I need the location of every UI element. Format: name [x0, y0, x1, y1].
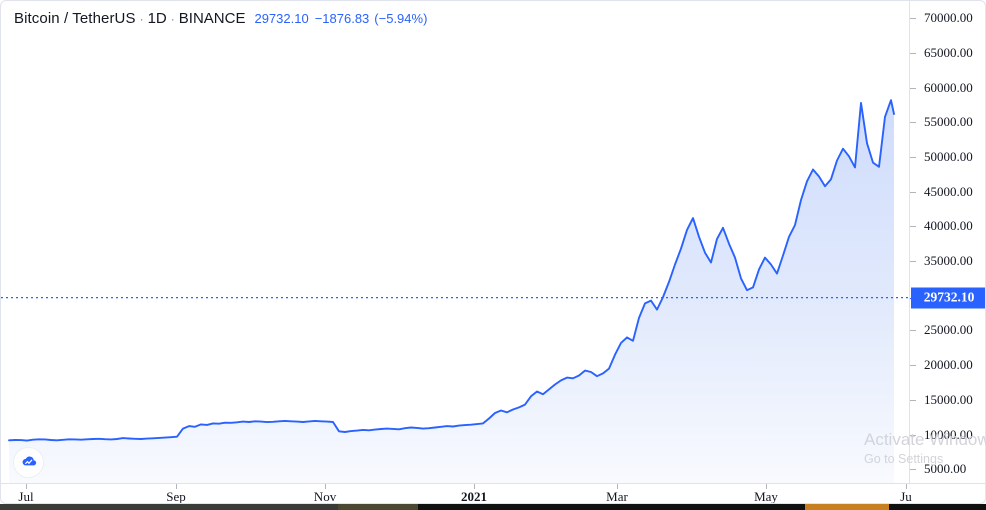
- cloud-chart-icon: [22, 456, 37, 466]
- price-axis[interactable]: 70000.00 65000.00 60000.00 55000.00 50000.00…: [909, 1, 985, 483]
- price-area-chart: [1, 99, 909, 483]
- legend-separator-1: ·: [139, 12, 144, 26]
- price-axis-label: 40000.00: [924, 218, 973, 234]
- legend-separator-2: ·: [170, 12, 175, 26]
- time-axis[interactable]: Jul Sep Nov 2021 Mar May Ju: [1, 483, 985, 504]
- price-tick: [910, 330, 916, 332]
- taskbar-segment-mid: [418, 504, 805, 510]
- legend-last-price: 29732.10: [254, 11, 309, 26]
- taskbar-strip[interactable]: [0, 504, 986, 510]
- price-tick: [910, 53, 916, 54]
- time-tick: [176, 484, 177, 489]
- time-axis-label: Jul: [18, 489, 34, 504]
- legend-interval[interactable]: 1D: [147, 10, 167, 27]
- time-tick: [26, 484, 27, 489]
- taskbar-segment-left: [0, 504, 338, 510]
- price-tick: [910, 157, 916, 158]
- price-tick: [910, 87, 916, 89]
- time-tick: [766, 484, 767, 489]
- time-axis-label: Sep: [166, 489, 186, 504]
- taskbar-active-app[interactable]: [805, 504, 889, 510]
- tradingview-logo-icon[interactable]: [13, 447, 44, 478]
- time-axis-label: Ju: [900, 489, 912, 504]
- series-area-fill: [9, 100, 894, 483]
- plot-area[interactable]: [1, 1, 909, 483]
- price-axis-label: 5000.00: [924, 461, 967, 477]
- chart-legend[interactable]: Bitcoin / TetherUS · 1D · BINANCE 29732.…: [14, 10, 427, 27]
- legend-change-absolute: −1876.83: [314, 11, 370, 26]
- price-axis-label: 60000.00: [924, 79, 973, 95]
- time-axis-label: 2021: [461, 489, 487, 504]
- price-tick: [910, 434, 916, 436]
- price-axis-label: 10000.00: [924, 426, 973, 442]
- time-tick: [906, 484, 907, 489]
- current-price-tick: [910, 297, 915, 299]
- price-tick: [910, 122, 916, 124]
- taskbar-segment-right: [889, 504, 986, 510]
- price-axis-label: 65000.00: [924, 45, 973, 60]
- time-tick: [617, 484, 618, 489]
- legend-symbol[interactable]: Bitcoin / TetherUS: [14, 10, 136, 27]
- price-tick: [910, 261, 916, 263]
- price-tick: [910, 469, 916, 471]
- price-tick: [910, 18, 916, 20]
- time-axis-label: May: [754, 489, 778, 504]
- price-tick: [910, 399, 916, 401]
- price-axis-label: 45000.00: [924, 183, 973, 199]
- price-axis-label: 35000.00: [924, 253, 973, 269]
- price-axis-label: 55000.00: [924, 114, 973, 130]
- price-axis-label: 50000.00: [924, 149, 973, 164]
- legend-exchange[interactable]: BINANCE: [178, 10, 246, 27]
- current-price-badge[interactable]: 29732.10: [911, 287, 985, 309]
- price-tick: [910, 226, 916, 228]
- price-axis-label: 15000.00: [924, 391, 973, 407]
- time-axis-label: Mar: [606, 489, 628, 504]
- time-tick: [474, 484, 475, 489]
- price-tick: [910, 191, 916, 193]
- time-tick: [325, 484, 326, 489]
- series-line: [8, 99, 895, 442]
- price-axis-label: 20000.00: [924, 357, 973, 373]
- price-axis-label: 70000.00: [924, 10, 973, 26]
- price-axis-label: 25000.00: [924, 322, 973, 338]
- price-tick: [910, 365, 916, 367]
- taskbar-segment-olive: [338, 504, 418, 510]
- legend-change-percent: (−5.94%): [374, 11, 428, 26]
- time-axis-label: Nov: [313, 489, 337, 504]
